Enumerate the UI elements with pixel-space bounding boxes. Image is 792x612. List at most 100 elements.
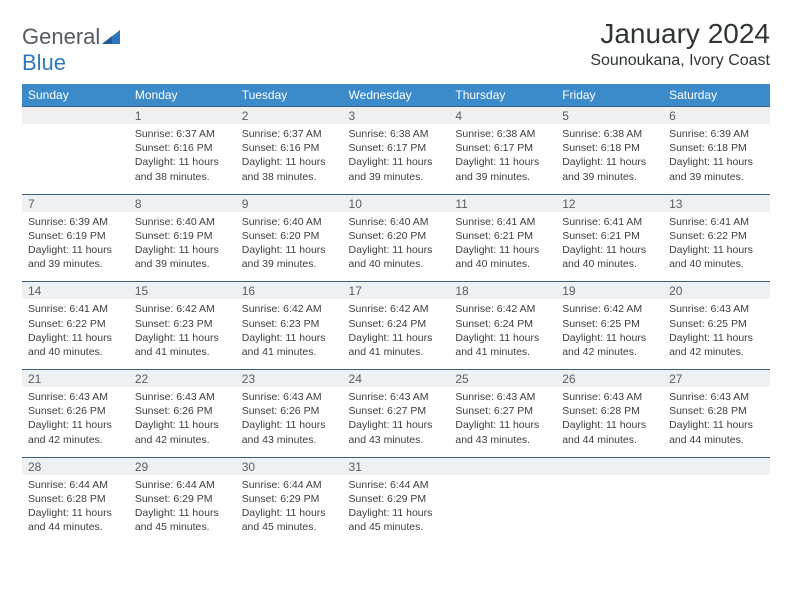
day-cell: Sunrise: 6:42 AMSunset: 6:24 PMDaylight:… bbox=[449, 299, 556, 369]
daylight-text2: and 40 minutes. bbox=[669, 257, 764, 271]
daylight-text2: and 40 minutes. bbox=[349, 257, 444, 271]
daynum bbox=[556, 457, 663, 475]
daylight-text: Daylight: 11 hours bbox=[242, 418, 337, 432]
week-0-content-row: Sunrise: 6:37 AMSunset: 6:16 PMDaylight:… bbox=[22, 124, 770, 194]
day-cell: Sunrise: 6:37 AMSunset: 6:16 PMDaylight:… bbox=[129, 124, 236, 194]
sunset-text: Sunset: 6:27 PM bbox=[455, 404, 550, 418]
sunrise-text: Sunrise: 6:38 AM bbox=[562, 127, 657, 141]
location-subtitle: Sounoukana, Ivory Coast bbox=[590, 52, 770, 70]
daylight-text2: and 39 minutes. bbox=[242, 257, 337, 271]
daylight-text2: and 41 minutes. bbox=[242, 345, 337, 359]
daylight-text2: and 42 minutes. bbox=[669, 345, 764, 359]
sunset-text: Sunset: 6:25 PM bbox=[669, 317, 764, 331]
sunset-text: Sunset: 6:18 PM bbox=[562, 141, 657, 155]
daynum: 26 bbox=[556, 370, 663, 388]
daynum: 28 bbox=[22, 457, 129, 475]
sunset-text: Sunset: 6:29 PM bbox=[135, 492, 230, 506]
day-cell: Sunrise: 6:41 AMSunset: 6:21 PMDaylight:… bbox=[556, 212, 663, 282]
day-cell: Sunrise: 6:42 AMSunset: 6:24 PMDaylight:… bbox=[343, 299, 450, 369]
daynum: 15 bbox=[129, 282, 236, 300]
daylight-text2: and 39 minutes. bbox=[135, 257, 230, 271]
day-cell: Sunrise: 6:43 AMSunset: 6:27 PMDaylight:… bbox=[343, 387, 450, 457]
daylight-text2: and 39 minutes. bbox=[562, 170, 657, 184]
daynum: 27 bbox=[663, 370, 770, 388]
sunrise-text: Sunrise: 6:42 AM bbox=[242, 302, 337, 316]
daylight-text: Daylight: 11 hours bbox=[135, 155, 230, 169]
sunrise-text: Sunrise: 6:42 AM bbox=[455, 302, 550, 316]
daylight-text: Daylight: 11 hours bbox=[455, 331, 550, 345]
daynum: 7 bbox=[22, 194, 129, 212]
daylight-text: Daylight: 11 hours bbox=[349, 506, 444, 520]
sunrise-text: Sunrise: 6:44 AM bbox=[135, 478, 230, 492]
sunrise-text: Sunrise: 6:43 AM bbox=[669, 302, 764, 316]
page-title: January 2024 bbox=[590, 18, 770, 50]
day-cell bbox=[556, 475, 663, 545]
daylight-text: Daylight: 11 hours bbox=[242, 155, 337, 169]
daynum: 22 bbox=[129, 370, 236, 388]
daylight-text: Daylight: 11 hours bbox=[562, 243, 657, 257]
logo-word1: General bbox=[22, 24, 100, 49]
daylight-text: Daylight: 11 hours bbox=[242, 331, 337, 345]
daynum: 20 bbox=[663, 282, 770, 300]
sunrise-text: Sunrise: 6:43 AM bbox=[349, 390, 444, 404]
day-of-week-row: Sunday Monday Tuesday Wednesday Thursday… bbox=[22, 84, 770, 107]
day-cell: Sunrise: 6:38 AMSunset: 6:17 PMDaylight:… bbox=[343, 124, 450, 194]
week-1-content-row: Sunrise: 6:39 AMSunset: 6:19 PMDaylight:… bbox=[22, 212, 770, 282]
daylight-text2: and 41 minutes. bbox=[455, 345, 550, 359]
sunrise-text: Sunrise: 6:37 AM bbox=[242, 127, 337, 141]
sunset-text: Sunset: 6:19 PM bbox=[28, 229, 123, 243]
week-3-content-row: Sunrise: 6:43 AMSunset: 6:26 PMDaylight:… bbox=[22, 387, 770, 457]
daylight-text: Daylight: 11 hours bbox=[28, 243, 123, 257]
daynum: 8 bbox=[129, 194, 236, 212]
sunrise-text: Sunrise: 6:43 AM bbox=[455, 390, 550, 404]
sunset-text: Sunset: 6:24 PM bbox=[349, 317, 444, 331]
dow-fri: Friday bbox=[556, 84, 663, 107]
title-block: January 2024 Sounoukana, Ivory Coast bbox=[590, 18, 770, 70]
sunset-text: Sunset: 6:29 PM bbox=[349, 492, 444, 506]
sunset-text: Sunset: 6:26 PM bbox=[135, 404, 230, 418]
sunset-text: Sunset: 6:26 PM bbox=[28, 404, 123, 418]
day-cell: Sunrise: 6:40 AMSunset: 6:19 PMDaylight:… bbox=[129, 212, 236, 282]
sunrise-text: Sunrise: 6:41 AM bbox=[455, 215, 550, 229]
daynum: 24 bbox=[343, 370, 450, 388]
daynum: 29 bbox=[129, 457, 236, 475]
sunset-text: Sunset: 6:20 PM bbox=[349, 229, 444, 243]
daylight-text2: and 38 minutes. bbox=[135, 170, 230, 184]
sunrise-text: Sunrise: 6:42 AM bbox=[135, 302, 230, 316]
sunset-text: Sunset: 6:27 PM bbox=[349, 404, 444, 418]
daylight-text: Daylight: 11 hours bbox=[135, 331, 230, 345]
sunset-text: Sunset: 6:28 PM bbox=[562, 404, 657, 418]
daylight-text: Daylight: 11 hours bbox=[669, 331, 764, 345]
sunrise-text: Sunrise: 6:43 AM bbox=[669, 390, 764, 404]
daylight-text2: and 42 minutes. bbox=[562, 345, 657, 359]
sunset-text: Sunset: 6:23 PM bbox=[242, 317, 337, 331]
sunset-text: Sunset: 6:16 PM bbox=[135, 141, 230, 155]
week-2-content-row: Sunrise: 6:41 AMSunset: 6:22 PMDaylight:… bbox=[22, 299, 770, 369]
daynum bbox=[22, 107, 129, 125]
daylight-text: Daylight: 11 hours bbox=[242, 506, 337, 520]
sunset-text: Sunset: 6:20 PM bbox=[242, 229, 337, 243]
daylight-text: Daylight: 11 hours bbox=[28, 506, 123, 520]
daylight-text: Daylight: 11 hours bbox=[28, 331, 123, 345]
sunrise-text: Sunrise: 6:43 AM bbox=[28, 390, 123, 404]
daylight-text2: and 39 minutes. bbox=[28, 257, 123, 271]
sunrise-text: Sunrise: 6:39 AM bbox=[669, 127, 764, 141]
sunset-text: Sunset: 6:26 PM bbox=[242, 404, 337, 418]
sunrise-text: Sunrise: 6:44 AM bbox=[28, 478, 123, 492]
daynum: 30 bbox=[236, 457, 343, 475]
daylight-text2: and 40 minutes. bbox=[562, 257, 657, 271]
day-cell: Sunrise: 6:41 AMSunset: 6:22 PMDaylight:… bbox=[22, 299, 129, 369]
daylight-text: Daylight: 11 hours bbox=[562, 155, 657, 169]
sunset-text: Sunset: 6:21 PM bbox=[455, 229, 550, 243]
week-2-daynum-row: 14151617181920 bbox=[22, 282, 770, 300]
sunset-text: Sunset: 6:16 PM bbox=[242, 141, 337, 155]
day-cell: Sunrise: 6:41 AMSunset: 6:21 PMDaylight:… bbox=[449, 212, 556, 282]
sunrise-text: Sunrise: 6:39 AM bbox=[28, 215, 123, 229]
daylight-text: Daylight: 11 hours bbox=[455, 243, 550, 257]
sunset-text: Sunset: 6:17 PM bbox=[455, 141, 550, 155]
daylight-text: Daylight: 11 hours bbox=[349, 155, 444, 169]
day-cell bbox=[22, 124, 129, 194]
daynum: 11 bbox=[449, 194, 556, 212]
dow-tue: Tuesday bbox=[236, 84, 343, 107]
sunrise-text: Sunrise: 6:38 AM bbox=[455, 127, 550, 141]
